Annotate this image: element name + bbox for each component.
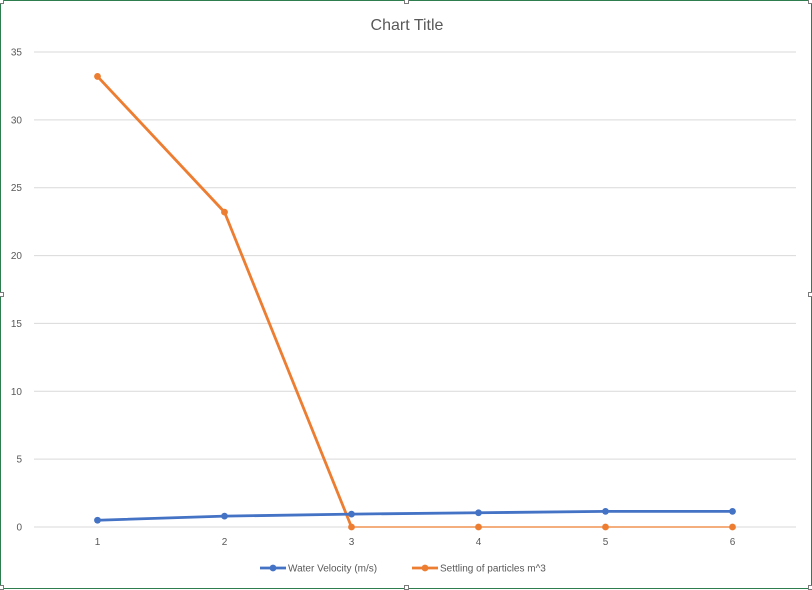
x-tick-label: 3	[349, 537, 355, 548]
y-tick-label: 25	[11, 183, 23, 194]
x-tick-label: 6	[730, 537, 736, 548]
data-point[interactable]	[602, 507, 609, 515]
y-tick-label: 15	[11, 319, 23, 330]
legend-entry[interactable]: Settling of particles m^3	[412, 564, 546, 575]
data-point[interactable]	[602, 523, 609, 531]
data-point[interactable]	[475, 509, 482, 517]
series-line-segment[interactable]	[96, 75, 226, 214]
legend-label: Water Velocity (m/s)	[288, 564, 377, 575]
legend-marker	[269, 564, 277, 572]
series-line-segment[interactable]	[223, 210, 353, 529]
resize-handle-left[interactable]	[0, 292, 4, 297]
data-point[interactable]	[729, 507, 736, 515]
y-tick-label: 35	[11, 48, 23, 59]
resize-handle-right[interactable]	[808, 292, 812, 297]
y-tick-label: 5	[16, 455, 22, 466]
resize-handle-top-left[interactable]	[0, 0, 4, 4]
series-line-segment[interactable]	[96, 514, 226, 522]
x-tick-label: 2	[222, 537, 228, 548]
data-point[interactable]	[475, 523, 482, 531]
resize-handle-bottom[interactable]	[404, 585, 409, 590]
legend-entry[interactable]: Water Velocity (m/s)	[260, 564, 377, 575]
resize-handle-bottom-left[interactable]	[0, 585, 4, 590]
y-tick-label: 0	[16, 523, 22, 534]
y-tick-label: 20	[11, 251, 23, 262]
y-tick-label: 10	[11, 387, 23, 398]
chart-title[interactable]: Chart Title	[371, 17, 444, 34]
series-0[interactable]	[94, 507, 736, 524]
series-1[interactable]	[94, 73, 736, 531]
x-tick-label: 1	[95, 537, 101, 548]
series-line-segment[interactable]	[223, 512, 353, 518]
data-point[interactable]	[94, 73, 101, 80]
resize-handle-top[interactable]	[404, 0, 409, 4]
data-point[interactable]	[348, 523, 355, 531]
series-line-segment[interactable]	[477, 509, 607, 515]
legend-label: Settling of particles m^3	[440, 564, 546, 575]
data-point[interactable]	[94, 516, 101, 524]
resize-handle-bottom-right[interactable]	[808, 585, 812, 590]
series-line-segment[interactable]	[350, 511, 480, 516]
data-point[interactable]	[221, 208, 228, 216]
x-tick-label: 5	[603, 537, 609, 548]
resize-handle-top-right[interactable]	[808, 0, 812, 4]
y-tick-label: 30	[11, 115, 23, 126]
x-tick-label: 4	[476, 537, 482, 548]
legend-marker	[421, 564, 429, 572]
data-point[interactable]	[729, 523, 736, 531]
data-point[interactable]	[348, 510, 355, 518]
data-point[interactable]	[221, 512, 228, 520]
